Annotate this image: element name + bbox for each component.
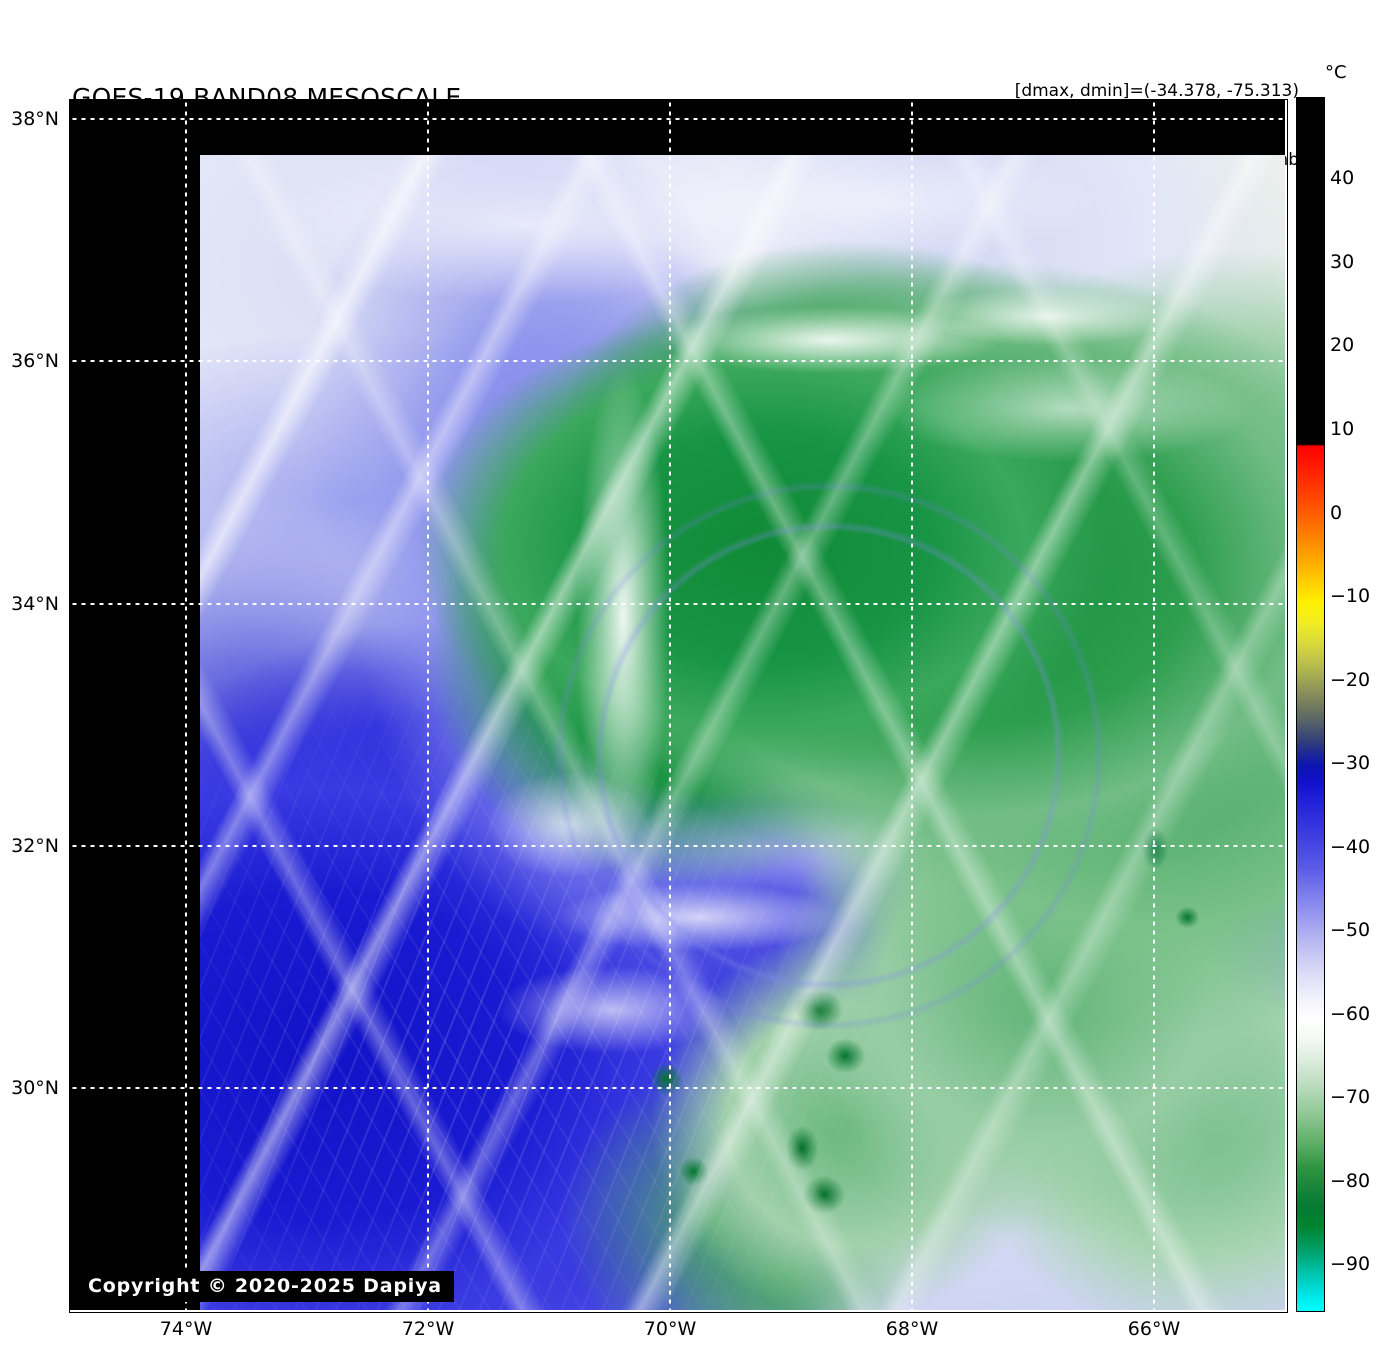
lon-label-66w: 66°W bbox=[1127, 1318, 1181, 1340]
colorbar-tick-m40: −40 bbox=[1330, 836, 1371, 858]
colorbar-gradient[interactable] bbox=[1296, 97, 1325, 1312]
lon-label-68w: 68°W bbox=[885, 1318, 939, 1340]
colorbar-tick-m10: −10 bbox=[1330, 585, 1371, 607]
gridline-lat-30 bbox=[70, 1087, 1285, 1089]
dmax-dmin-text: [dmax, dmin]=(-34.378, -75.313) bbox=[1014, 81, 1299, 101]
colorbar-tick-m30: −30 bbox=[1330, 752, 1371, 774]
gridline-lon-72 bbox=[427, 100, 429, 1310]
gridline-lon-70 bbox=[669, 100, 671, 1310]
gridline-lat-34 bbox=[70, 603, 1285, 605]
raster-wispy-texture bbox=[200, 155, 1285, 1310]
raster-cloud-edge-halo bbox=[200, 155, 1285, 1310]
colorbar-tick-m70: −70 bbox=[1330, 1086, 1371, 1108]
lat-label-38n: 38°N bbox=[11, 108, 59, 130]
lon-label-70w: 70°W bbox=[643, 1318, 697, 1340]
colorbar-tick-0: 0 bbox=[1330, 502, 1343, 524]
colorbar-unit-label: °C bbox=[1325, 62, 1347, 83]
lat-label-32n: 32°N bbox=[11, 835, 59, 857]
copyright-watermark: Copyright © 2020-2025 Dapiya bbox=[78, 1271, 454, 1302]
gridline-lat-38 bbox=[70, 118, 1285, 120]
colorbar-tick-m80: −80 bbox=[1330, 1170, 1371, 1192]
gridline-lat-32 bbox=[70, 845, 1285, 847]
colorbar-tick-10: 10 bbox=[1330, 418, 1355, 440]
raster-spiral-band-arc bbox=[200, 155, 1285, 1310]
colorbar-tick-40: 40 bbox=[1330, 167, 1355, 189]
colorbar-tick-30: 30 bbox=[1330, 251, 1355, 273]
colorbar-tick-m50: −50 bbox=[1330, 919, 1371, 941]
satellite-image-plot[interactable]: Copyright © 2020-2025 Dapiya bbox=[70, 100, 1285, 1310]
gridline-lon-66 bbox=[1153, 100, 1155, 1310]
lon-label-74w: 74°W bbox=[159, 1318, 213, 1340]
colorbar-tick-20: 20 bbox=[1330, 334, 1355, 356]
lat-label-30n: 30°N bbox=[11, 1077, 59, 1099]
gridline-lon-68 bbox=[911, 100, 913, 1310]
gridline-lon-74 bbox=[185, 100, 187, 1310]
colorbar-tick-m90: −90 bbox=[1330, 1253, 1371, 1275]
gridline-lat-36 bbox=[70, 360, 1285, 362]
colorbar-tick-m60: −60 bbox=[1330, 1003, 1371, 1025]
satellite-raster bbox=[200, 155, 1285, 1310]
lat-label-36n: 36°N bbox=[11, 350, 59, 372]
lon-label-72w: 72°W bbox=[401, 1318, 455, 1340]
lat-label-34n: 34°N bbox=[11, 593, 59, 615]
colorbar-tick-m20: −20 bbox=[1330, 669, 1371, 691]
